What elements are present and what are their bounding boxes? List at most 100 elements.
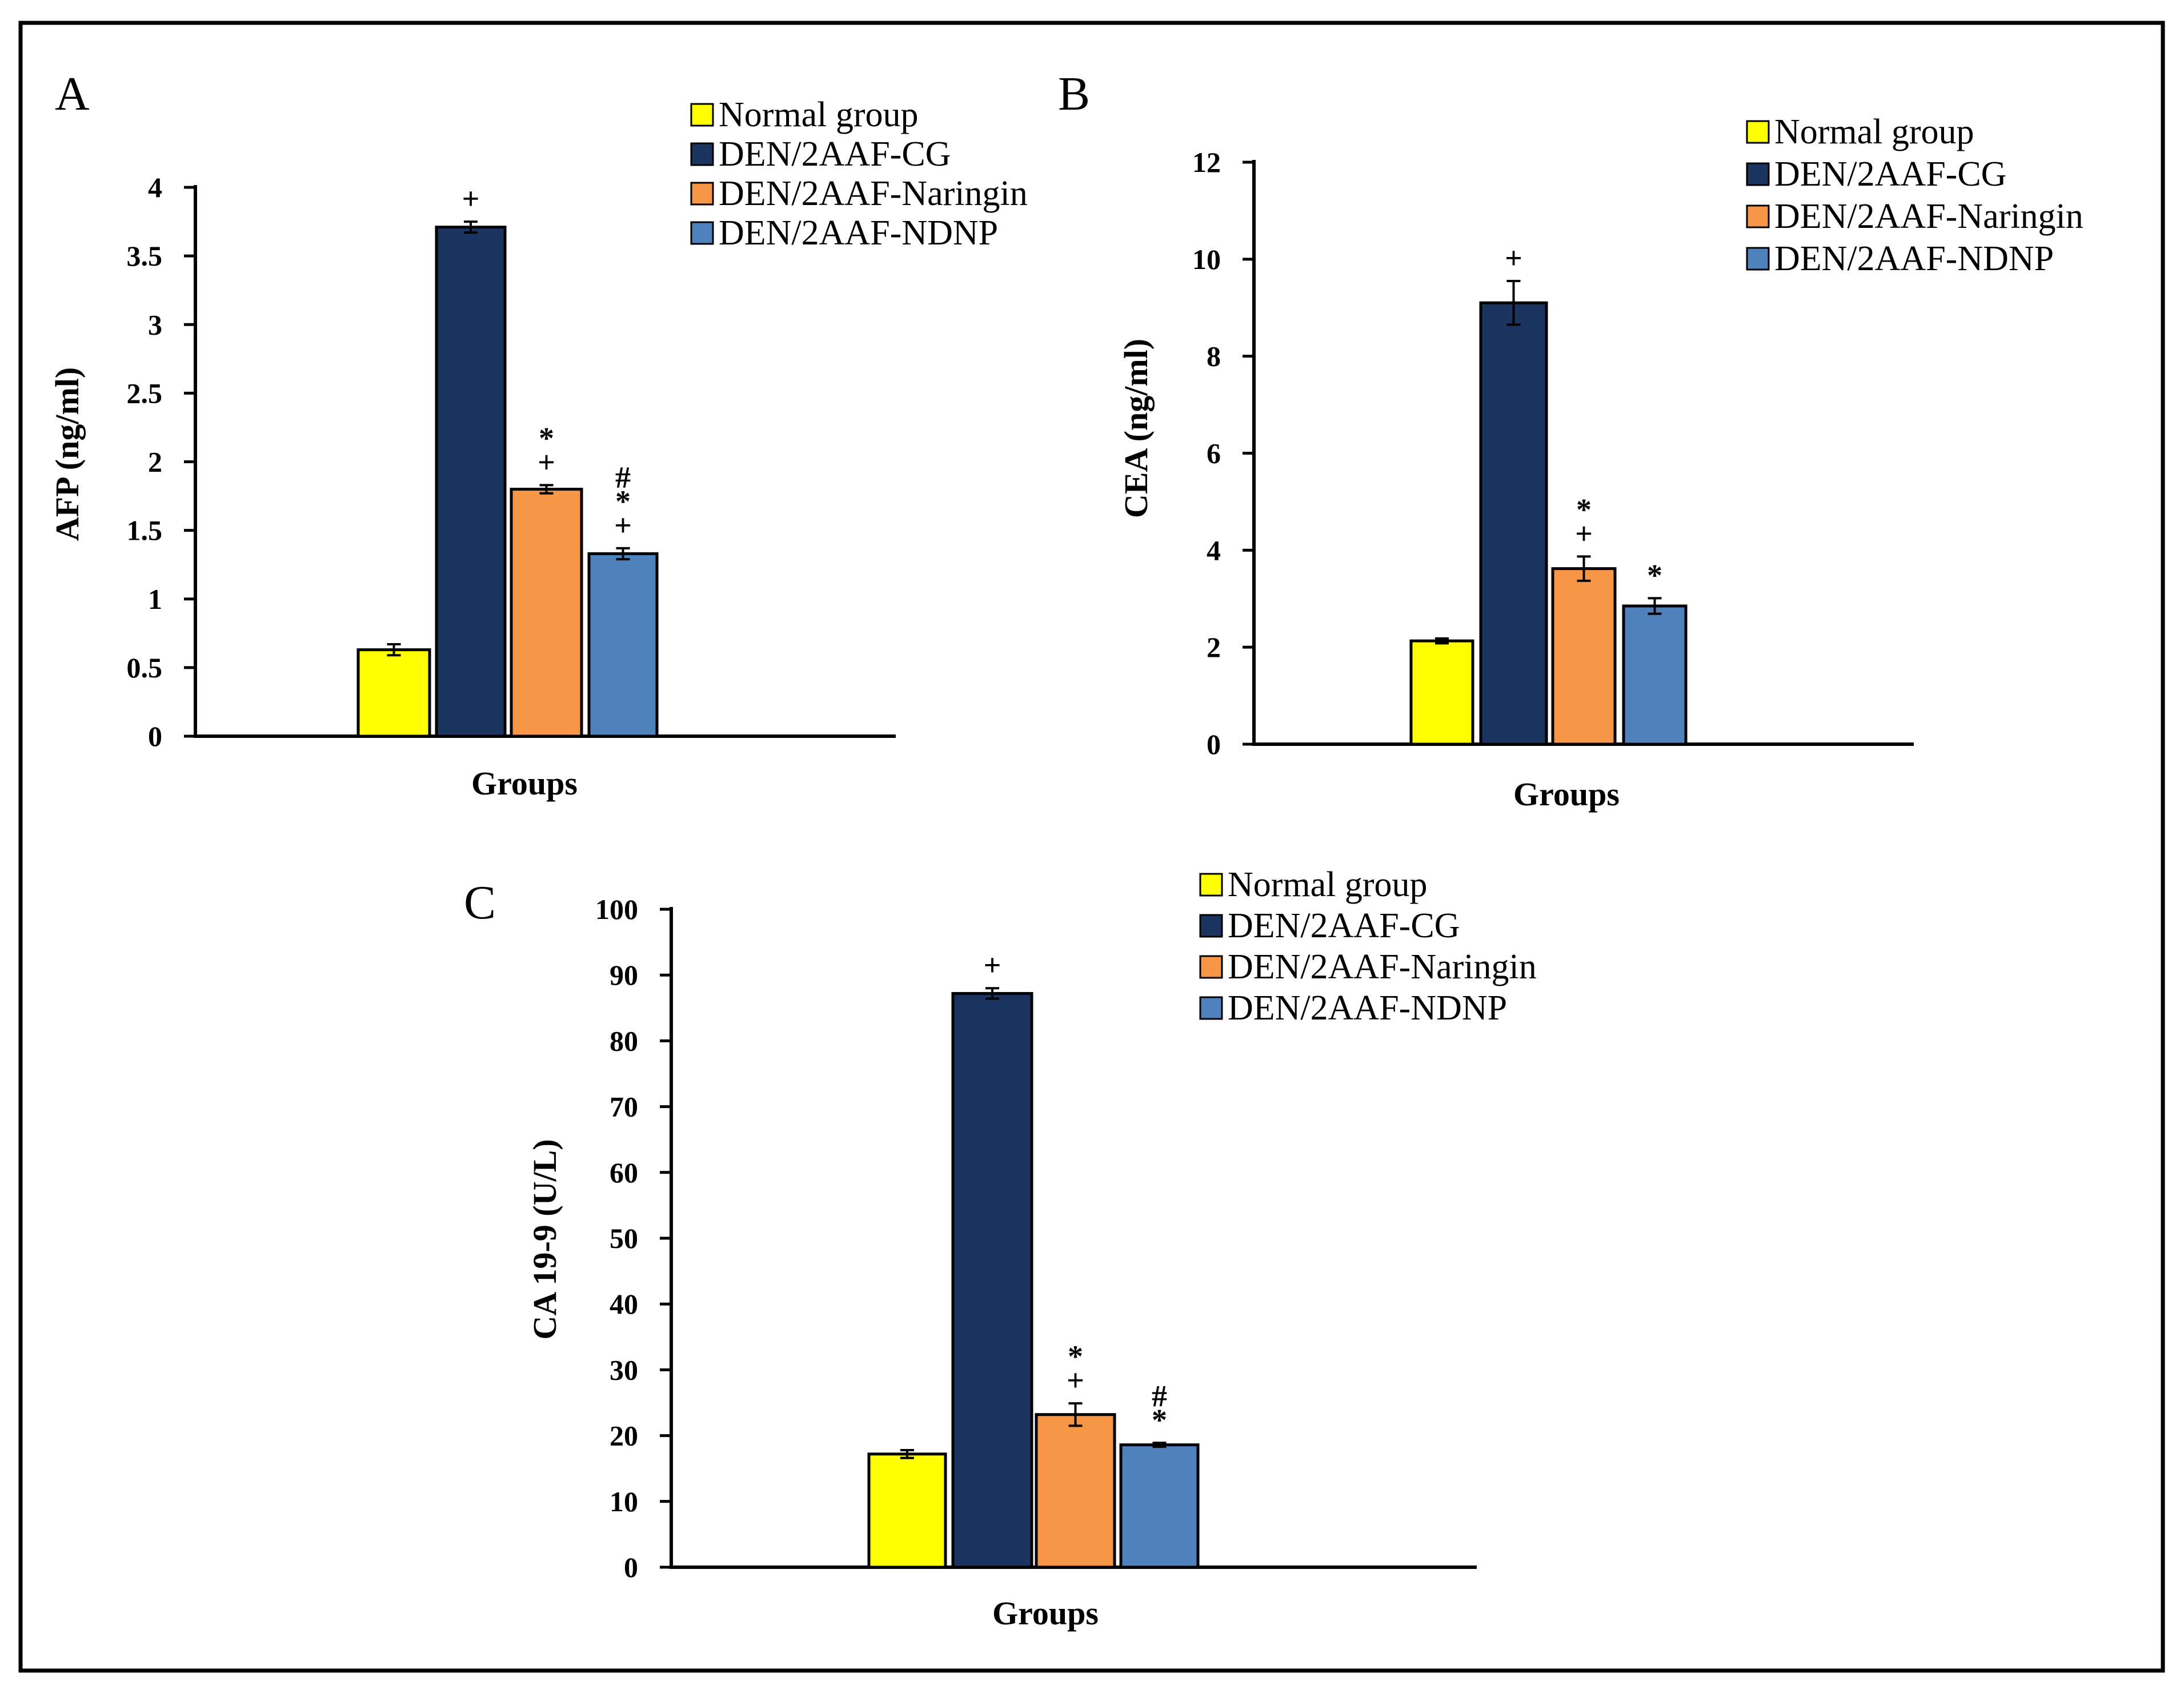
panel-c-legend-label-4: DEN/2AAF-NDNP — [1228, 989, 1507, 1027]
panel-a-legend-label-4: DEN/2AAF-NDNP — [719, 214, 998, 252]
panel-a: A AFP (ng/ml) Groups 0 0.5 1 1.5 2 2.5 3 3.5 4 + +… — [49, 67, 1028, 802]
panel-c-error-bar-4 — [1152, 1442, 1167, 1448]
panel-a-y-tick-label: 0 — [148, 720, 162, 752]
panel-b-sig-mark: + — [1575, 516, 1593, 551]
panel-b-legend-label-1: Normal group — [1774, 113, 1974, 151]
panel-b-y-tick-label: 4 — [1207, 534, 1221, 566]
panel-a-y-tick-label: 2.5 — [127, 377, 163, 409]
panel-c-letter: C — [464, 876, 496, 929]
panel-c-y-tick-label: 0 — [624, 1551, 638, 1583]
panel-c-y-tick-label: 100 — [595, 893, 638, 925]
panel-b-legend-swatch-3 — [1746, 204, 1770, 228]
panel-b-y-tick-label: 2 — [1207, 631, 1221, 663]
panel-b-error-bar-2 — [1506, 280, 1521, 326]
panel-a-y-tick-label: 3 — [148, 308, 162, 340]
panel-b-legend-swatch-1 — [1746, 120, 1770, 144]
panel-c-xlabel: Groups — [992, 1595, 1099, 1632]
panel-b-legend-swatch-2 — [1746, 162, 1770, 186]
panel-b-legend-label-2: DEN/2AAF-CG — [1774, 155, 2006, 194]
panel-b-y-tick-label: 6 — [1207, 437, 1221, 469]
panel-a-y-tick-label: 3.5 — [127, 240, 163, 272]
panel-a-legend-label-3: DEN/2AAF-Naringin — [719, 174, 1028, 213]
panel-b-y-tick-label: 8 — [1207, 340, 1221, 372]
panel-a-y-tick-label: 0.5 — [127, 652, 163, 684]
panel-a-legend-swatch-1 — [690, 103, 714, 127]
panel-c-y-tick-label: 80 — [610, 1025, 638, 1057]
panel-c-error-bar-2 — [985, 987, 999, 1000]
panel-c: C CA 19-9 (U/L) Groups 0 10 20 30 40 50 60 70 80… — [464, 865, 1537, 1632]
panel-a-error-bar-2 — [464, 220, 478, 234]
panel-b-y-tick-label: 0 — [1207, 728, 1221, 760]
panel-a-sig-mark: # — [615, 460, 631, 495]
panel-c-legend-swatch-4 — [1199, 996, 1223, 1020]
panel-c-legend-swatch-2 — [1199, 914, 1223, 938]
panel-c-legend-label-3: DEN/2AAF-Naringin — [1228, 948, 1537, 986]
panel-c-y-tick-label: 50 — [610, 1222, 638, 1254]
panel-b-ylabel: CEA (ng/ml) — [1117, 339, 1155, 518]
panel-b-legend-label-3: DEN/2AAF-Naringin — [1774, 197, 2083, 236]
panel-a-error-bar-4 — [616, 547, 630, 561]
panel-c-y-tick-label: 10 — [610, 1486, 638, 1518]
panel-a-sig-mark: + — [462, 182, 480, 216]
panel-b-y-tick-label: 10 — [1192, 243, 1221, 275]
panel-b-error-bar-3 — [1577, 555, 1591, 582]
panel-c-legend-swatch-1 — [1199, 873, 1223, 897]
panel-c-y-tick-label: 20 — [610, 1420, 638, 1452]
panel-b-legend-label-4: DEN/2AAF-NDNP — [1774, 239, 2054, 278]
panel-c-bar-1 — [867, 1452, 947, 1569]
panel-a-legend-label-2: DEN/2AAF-CG — [719, 135, 951, 174]
panel-b-error-bar-1 — [1435, 637, 1449, 645]
panel-c-sig-mark: * — [1068, 1339, 1083, 1374]
panel-a-sig-mark: * — [615, 484, 631, 519]
panel-c-y-tick-label: 30 — [610, 1354, 638, 1386]
panel-a-y-tick-label: 2 — [148, 446, 162, 478]
panel-b-sig-mark: * — [1647, 558, 1662, 592]
panel-a-bar-1 — [356, 648, 431, 738]
panel-c-ylabel: CA 19-9 (U/L) — [526, 1139, 563, 1339]
panel-b-bar-3 — [1551, 567, 1617, 746]
panel-a-ylabel: AFP (ng/ml) — [49, 367, 86, 541]
panel-a-error-bar-1 — [387, 643, 401, 657]
panel-b-y-tick-label: 12 — [1192, 146, 1221, 178]
panel-c-bar-3 — [1035, 1413, 1116, 1569]
panel-a-legend-swatch-2 — [690, 142, 714, 166]
panel-a-legend-label-1: Normal group — [719, 95, 919, 134]
panel-b-bar-2 — [1479, 301, 1548, 746]
panel-a-y-tick-label: 4 — [148, 171, 162, 203]
panel-c-sig-mark: + — [984, 948, 1001, 982]
panel-c-sig-mark: # — [1152, 1379, 1167, 1413]
panel-a-sig-mark: + — [614, 508, 632, 543]
panel-b-sig-mark: + — [1505, 241, 1522, 275]
panel-b-bar-4 — [1622, 604, 1688, 746]
panel-a-sig-mark: + — [538, 445, 555, 479]
panel-b-letter: B — [1058, 67, 1090, 121]
panel-a-sig-mark: * — [539, 421, 554, 455]
panel-a-bar-3 — [510, 488, 583, 738]
panel-a-error-bar-3 — [539, 484, 554, 495]
panel-c-y-tick-label: 60 — [610, 1157, 638, 1189]
panel-c-y-tick-label: 40 — [610, 1288, 638, 1320]
figure-frame — [18, 21, 2165, 1673]
panel-a-bar-2 — [435, 226, 507, 738]
panel-c-y-tick-label: 90 — [610, 959, 638, 991]
panel-c-legend-label-1: Normal group — [1228, 865, 1428, 904]
panel-c-error-bar-3 — [1068, 1402, 1083, 1427]
panel-a-letter: A — [55, 67, 90, 121]
panel-b-xlabel: Groups — [1513, 776, 1620, 813]
panel-a-y-tick-label: 1 — [148, 583, 162, 615]
panel-b-bar-1 — [1409, 639, 1474, 746]
panel-c-legend-swatch-3 — [1199, 955, 1223, 979]
panel-b: B CEA (ng/ml) Groups 024681012++**Normal… — [1058, 67, 2083, 813]
panel-a-xlabel: Groups — [471, 765, 578, 802]
panel-b-legend-swatch-4 — [1746, 247, 1770, 271]
panel-c-legend-label-2: DEN/2AAF-CG — [1228, 906, 1460, 945]
panel-b-error-bar-4 — [1648, 597, 1662, 615]
panel-a-bar-4 — [587, 552, 659, 738]
panel-c-error-bar-1 — [900, 1448, 914, 1459]
panel-c-bar-2 — [951, 991, 1033, 1569]
panel-c-y-tick-label: 70 — [610, 1091, 638, 1123]
panel-a-y-tick-label: 1.5 — [127, 515, 163, 547]
panel-c-sig-mark: + — [1067, 1363, 1084, 1398]
panel-c-bar-4 — [1119, 1443, 1200, 1569]
